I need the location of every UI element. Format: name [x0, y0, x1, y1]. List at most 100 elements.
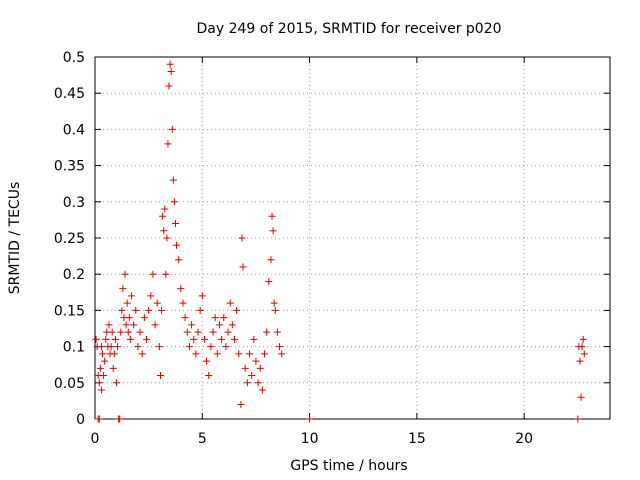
x-tick-label: 15	[408, 431, 426, 447]
data-point	[125, 314, 133, 322]
data-point	[220, 314, 228, 322]
data-point	[147, 292, 155, 300]
data-point	[162, 270, 170, 278]
data-point	[577, 393, 585, 401]
data-point	[160, 227, 168, 235]
data-point	[122, 321, 130, 329]
data-point	[254, 379, 262, 387]
data-point	[117, 328, 125, 336]
data-point	[276, 343, 284, 351]
data-point	[127, 292, 135, 300]
data-point	[230, 335, 238, 343]
data-point	[159, 212, 167, 220]
x-tick-label: 0	[91, 431, 100, 447]
data-point	[185, 343, 193, 351]
x-axis-label: GPS time / hours	[290, 458, 407, 474]
data-point	[123, 299, 131, 307]
data-point	[97, 386, 105, 394]
data-point	[237, 401, 245, 409]
y-tick-label: 0.3	[63, 195, 85, 211]
data-point	[155, 343, 163, 351]
data-point	[164, 140, 172, 148]
data-point	[153, 299, 161, 307]
y-axis-label: SRMTID / TECUs	[7, 182, 23, 295]
data-point	[246, 350, 253, 358]
data-point	[579, 335, 587, 343]
data-point	[196, 306, 204, 314]
data-point	[268, 212, 276, 220]
data-point	[243, 379, 251, 387]
data-point	[100, 372, 108, 380]
data-point	[138, 350, 146, 358]
data-point	[226, 299, 234, 307]
data-point	[580, 350, 588, 358]
data-point	[156, 372, 164, 380]
data-point	[181, 314, 189, 322]
data-point	[111, 335, 119, 343]
data-point	[198, 292, 206, 300]
data-point	[578, 343, 586, 351]
data-point	[107, 343, 115, 351]
data-point	[143, 335, 150, 343]
y-tick-label: 0.15	[54, 303, 85, 319]
data-point	[306, 415, 314, 423]
data-point	[177, 285, 185, 293]
data-point	[211, 314, 219, 322]
data-point	[169, 176, 177, 184]
data-point	[238, 234, 246, 242]
y-tick-label: 0	[76, 412, 85, 428]
data-point	[96, 364, 104, 372]
data-point	[99, 350, 107, 358]
data-point	[233, 306, 241, 314]
data-point	[267, 256, 275, 264]
data-point	[205, 372, 213, 380]
y-tick-label: 0.1	[63, 340, 85, 356]
x-tick-label: 10	[301, 431, 319, 447]
data-point	[95, 379, 103, 387]
data-point	[163, 234, 171, 242]
data-points	[92, 60, 588, 423]
data-point	[278, 350, 286, 358]
y-tick-label: 0.45	[54, 86, 85, 102]
data-point	[118, 306, 126, 314]
data-point	[235, 350, 243, 358]
data-point	[149, 270, 157, 278]
data-point	[263, 328, 271, 336]
data-point	[95, 415, 103, 423]
data-point	[109, 364, 117, 372]
data-point	[190, 335, 198, 343]
data-point	[116, 415, 124, 423]
plot-frame	[94, 56, 611, 420]
data-point	[121, 270, 129, 278]
data-point	[256, 364, 264, 372]
data-point	[151, 321, 159, 329]
y-tick-label: 0.05	[54, 376, 85, 392]
y-tick-label: 0.25	[54, 231, 85, 247]
data-point	[222, 343, 230, 351]
chart-title: Day 249 of 2015, SRMTID for receiver p02…	[196, 21, 501, 37]
y-tick-label: 0.4	[63, 122, 85, 138]
data-point	[273, 328, 281, 336]
data-point	[209, 328, 217, 336]
y-tick-label: 0.35	[54, 159, 85, 175]
data-point	[218, 335, 226, 343]
data-point	[215, 321, 223, 329]
data-point	[132, 306, 140, 314]
data-point	[126, 335, 134, 343]
data-point	[179, 299, 187, 307]
data-point	[134, 343, 142, 351]
data-point	[140, 314, 148, 322]
data-point	[110, 350, 118, 358]
data-point	[130, 321, 138, 329]
data-point	[192, 350, 200, 358]
y-tick-label: 0.5	[63, 50, 85, 66]
data-point	[175, 256, 183, 264]
data-point	[200, 335, 208, 343]
data-point	[165, 82, 173, 90]
data-point	[136, 328, 144, 336]
data-point	[241, 364, 249, 372]
y-tick-label: 0.2	[63, 267, 85, 283]
data-point	[161, 205, 169, 213]
grid	[95, 57, 610, 419]
